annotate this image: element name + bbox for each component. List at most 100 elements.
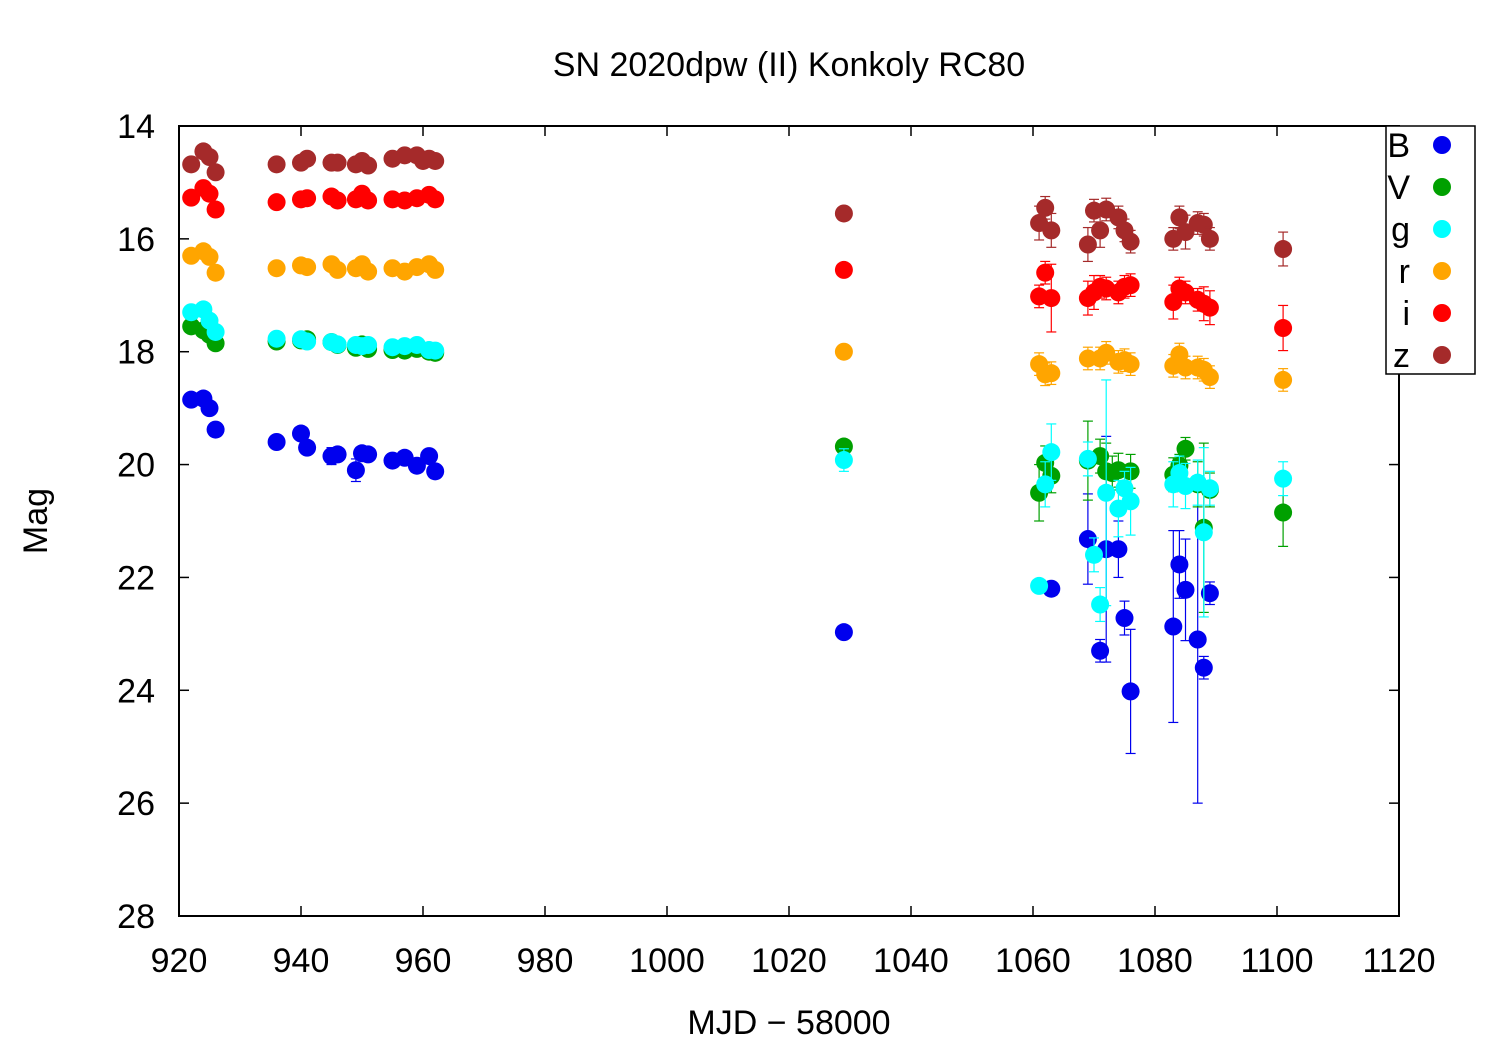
data-point: [1121, 492, 1140, 511]
data-point: [200, 247, 219, 266]
data-point: [426, 190, 445, 209]
data-point: [1091, 641, 1110, 660]
data-point: [1121, 682, 1140, 701]
data-point: [426, 151, 445, 170]
data-point: [328, 153, 347, 172]
data-point: [426, 462, 445, 481]
data-point: [1274, 370, 1293, 389]
data-point: [1036, 198, 1055, 217]
series-B: [182, 389, 1219, 804]
y-tick-label: 28: [117, 898, 155, 936]
data-point: [298, 332, 317, 351]
data-point: [1274, 469, 1293, 488]
data-point: [1194, 658, 1213, 677]
y-tick-label: 26: [117, 785, 155, 823]
series-i: [182, 179, 1293, 352]
series-z: [182, 142, 1293, 267]
data-point: [267, 193, 286, 212]
data-point: [426, 260, 445, 279]
data-point: [1176, 580, 1195, 599]
data-point: [1188, 630, 1207, 649]
data-point: [1274, 319, 1293, 338]
data-point: [1274, 503, 1293, 522]
data-point: [1164, 617, 1183, 636]
data-point: [834, 451, 853, 470]
x-axis: 920 940 960 980 1000 1020 1040 1060 1080 1100 1120: [151, 126, 1436, 980]
data-point: [267, 155, 286, 174]
x-tick-label: 960: [395, 942, 452, 980]
data-point: [1078, 530, 1097, 549]
y-axis: 14 16 18 20 22 24 26 28: [117, 108, 1399, 936]
x-tick-label: 920: [151, 942, 208, 980]
data-point: [200, 184, 219, 203]
data-point: [1170, 208, 1189, 227]
data-point: [1121, 355, 1140, 374]
data-point: [182, 188, 201, 207]
y-tick-label: 24: [117, 672, 155, 710]
data-point: [359, 445, 378, 464]
data-point: [1091, 221, 1110, 240]
data-point: [200, 148, 219, 167]
data-point: [426, 341, 445, 360]
chart-title: SN 2020dpw (II) Konkoly RC80: [553, 46, 1025, 84]
data-point: [1036, 263, 1055, 282]
y-tick-label: 22: [117, 559, 155, 597]
legend-label: r: [1399, 253, 1410, 291]
data-point: [1097, 483, 1116, 502]
data-point: [1274, 240, 1293, 259]
data-point: [834, 623, 853, 642]
data-point: [1042, 443, 1061, 462]
y-tick-label: 20: [117, 447, 155, 485]
data-point: [292, 424, 310, 443]
data-point: [206, 163, 225, 182]
data-point: [298, 189, 317, 208]
data-point: [1121, 232, 1140, 251]
data-point: [407, 456, 426, 475]
data-point: [359, 262, 378, 281]
y-axis-label: Mag: [17, 488, 55, 554]
data-point: [1200, 479, 1219, 498]
x-axis-label: MJD − 58000: [687, 1004, 890, 1042]
data-point: [328, 260, 347, 279]
data-point: [420, 447, 439, 466]
legend-box: [1385, 125, 1476, 375]
data-point: [359, 156, 378, 175]
data-point: [1078, 235, 1097, 254]
series-r: [182, 242, 1293, 392]
data-point: [206, 263, 225, 282]
legend-label: z: [1393, 337, 1410, 375]
data-point: [1200, 298, 1219, 317]
data-point: [267, 433, 286, 451]
data-point: [1164, 293, 1183, 312]
data-point: [267, 259, 286, 278]
data-point: [1194, 523, 1213, 542]
legend-marker: [1433, 304, 1451, 322]
x-tick-label: 1120: [1362, 942, 1435, 980]
data-point: [834, 437, 853, 456]
legend-marker: [1433, 178, 1451, 196]
data-point: [346, 461, 365, 480]
data-point: [1176, 439, 1195, 458]
legend-label: g: [1391, 211, 1410, 249]
data-point: [1115, 609, 1134, 628]
data-point: [206, 200, 225, 219]
x-tick-label: 1100: [1240, 942, 1313, 980]
data-point: [328, 191, 347, 210]
data-point: [328, 445, 347, 464]
data-point: [1091, 595, 1110, 614]
legend-marker: [1433, 346, 1451, 364]
data-point: [1109, 540, 1128, 559]
data-point: [267, 329, 286, 348]
data-point: [1042, 364, 1061, 383]
data-point: [1042, 289, 1061, 308]
legend-marker: [1433, 220, 1451, 238]
data-point: [298, 149, 317, 168]
plot-area: [182, 142, 1293, 804]
x-tick-label: 1080: [1117, 942, 1193, 980]
data-point: [298, 258, 317, 277]
legend-marker: [1433, 262, 1451, 280]
legend-marker: [1433, 136, 1451, 154]
data-point: [1030, 576, 1049, 595]
